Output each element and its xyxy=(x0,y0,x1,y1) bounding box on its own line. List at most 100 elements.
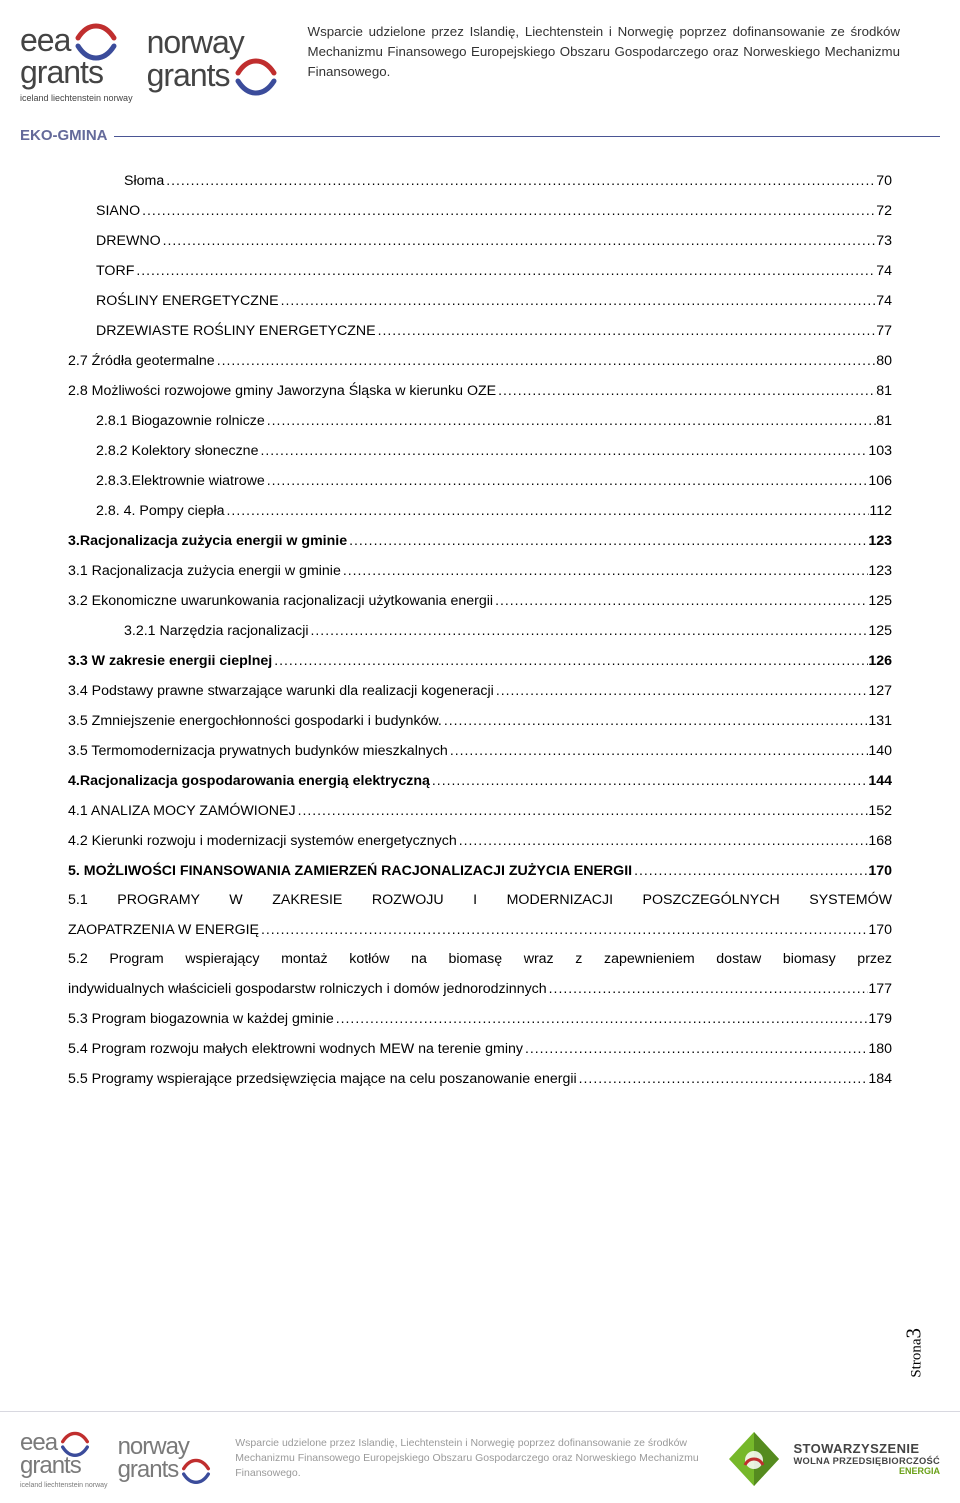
toc-page: 123 xyxy=(868,558,892,585)
toc-row: 3.Racjonalizacja zużycia energii w gmini… xyxy=(68,527,892,555)
swoosh-icon xyxy=(60,1428,90,1458)
grants-word-2: grants xyxy=(118,1456,179,1484)
toc-page: 184 xyxy=(868,1066,892,1093)
toc-dots xyxy=(309,617,869,644)
toc-page: 152 xyxy=(868,798,892,825)
swoosh-icon xyxy=(234,53,278,97)
logo-subtitle: iceland liechtenstein norway xyxy=(20,1482,108,1489)
toc-dots xyxy=(164,167,876,194)
toc-dots xyxy=(430,767,868,794)
toc-label: 3.5 Termomodernizacja prywatnych budynkó… xyxy=(68,738,448,765)
toc-dots xyxy=(140,197,876,224)
toc-page: 177 xyxy=(868,976,892,1003)
toc-label: 2.7 Źródła geotermalne xyxy=(68,348,215,375)
toc-dots xyxy=(457,827,869,854)
toc-row: Słoma 70 xyxy=(68,167,892,195)
toc-label: ROŚLINY ENERGETYCZNE xyxy=(68,288,279,315)
toc-label: 5.1 PROGRAMY W ZAKRESIE ROZWOJU I MODERN… xyxy=(68,887,892,914)
toc-page: 106 xyxy=(868,468,892,495)
logo-subtitle: iceland liechtenstein norway xyxy=(20,93,133,103)
toc-page: 170 xyxy=(868,917,892,944)
toc-row: DRZEWIASTE ROŚLINY ENERGETYCZNE 77 xyxy=(68,317,892,345)
toc-row: 4.Racjonalizacja gospodarowania energią … xyxy=(68,767,892,795)
toc-label: 3.Racjonalizacja zużycia energii w gmini… xyxy=(68,528,347,555)
toc-page: 103 xyxy=(868,438,892,465)
association-text: STOWARZYSZENIE WOLNA PRZEDSIĘBIORCZOŚĆ E… xyxy=(793,1441,940,1476)
toc-dots xyxy=(215,347,877,374)
swoosh-icon xyxy=(74,18,118,62)
toc-row: 2.8. 4. Pompy ciepła 112 xyxy=(68,497,892,525)
footer-funding-text: Wsparcie udzielone przez Islandię, Liech… xyxy=(235,1436,701,1482)
toc-page: 168 xyxy=(868,828,892,855)
grants-word-2: grants xyxy=(147,57,230,94)
toc-row: 2.8.3.Elektrownie wiatrowe 106 xyxy=(68,467,892,495)
toc-page: 125 xyxy=(868,588,892,615)
toc-dots xyxy=(494,677,868,704)
toc-page: 72 xyxy=(876,198,892,225)
toc-dots xyxy=(442,707,869,734)
footer-logos: eea grants iceland liechtenstein norway … xyxy=(20,1428,211,1489)
association-block: STOWARZYSZENIE WOLNA PRZEDSIĘBIORCZOŚĆ E… xyxy=(725,1430,940,1488)
norway-grants-logo: norway grants xyxy=(147,24,278,97)
toc-page: 125 xyxy=(868,618,892,645)
toc-dots xyxy=(225,497,870,524)
toc-label: 2.8.3.Elektrownie wiatrowe xyxy=(68,468,265,495)
toc-dots xyxy=(272,647,868,674)
toc-page: 131 xyxy=(868,708,892,735)
toc-dots xyxy=(448,737,869,764)
toc-label: 3.2 Ekonomiczne uwarunkowania racjonaliz… xyxy=(68,588,493,615)
association-icon xyxy=(725,1430,783,1488)
toc-row: 3.5 Zmniejszenie energochłonności gospod… xyxy=(68,707,892,735)
toc-dots xyxy=(632,857,868,884)
toc-page: 80 xyxy=(876,348,892,375)
toc-row: 4.1 ANALIZA MOCY ZAMÓWIONEJ 152 xyxy=(68,797,892,825)
toc-dots xyxy=(347,527,868,554)
page-num: 3 xyxy=(902,1328,926,1339)
toc-row: 3.2 Ekonomiczne uwarunkowania racjonaliz… xyxy=(68,587,892,615)
toc-label: 3.3 W zakresie energii cieplnej xyxy=(68,648,272,675)
toc-row: SIANO 72 xyxy=(68,197,892,225)
toc-dots xyxy=(493,587,868,614)
toc-label: SIANO xyxy=(68,198,140,225)
toc-label: Słoma xyxy=(68,168,164,195)
page-footer: eea grants iceland liechtenstein norway … xyxy=(0,1411,960,1503)
toc-row: 2.8.1 Biogazownie rolnicze 81 xyxy=(68,407,892,435)
toc-page: 81 xyxy=(876,408,892,435)
toc-dots xyxy=(296,797,869,824)
toc-row: 3.5 Termomodernizacja prywatnych budynkó… xyxy=(68,737,892,765)
toc-label: 4.Racjonalizacja gospodarowania energią … xyxy=(68,768,430,795)
page-header: eea grants iceland liechtenstein norway … xyxy=(0,0,960,103)
page-word: Strona xyxy=(909,1339,925,1378)
toc-label: 3.1 Racjonalizacja zużycia energii w gmi… xyxy=(68,558,341,585)
toc-row: 3.3 W zakresie energii cieplnej 126 xyxy=(68,647,892,675)
toc-label: 5.3 Program biogazownia w każdej gminie xyxy=(68,1006,334,1033)
page-number: Strona3 xyxy=(902,1328,927,1378)
toc-dots xyxy=(496,377,876,404)
assoc-line2: WOLNA PRZEDSIĘBIORCZOŚĆ xyxy=(793,1456,940,1466)
toc-page: 70 xyxy=(876,168,892,195)
assoc-line3: ENERGIA xyxy=(793,1466,940,1476)
assoc-line1: STOWARZYSZENIE xyxy=(793,1441,940,1456)
toc-row: 2.7 Źródła geotermalne 80 xyxy=(68,347,892,375)
toc-label: 5.5 Programy wspierające przedsięwzięcia… xyxy=(68,1066,577,1093)
toc-page: 123 xyxy=(868,528,892,555)
eea-grants-logo: eea grants iceland liechtenstein norway xyxy=(20,1428,108,1489)
toc-page: 179 xyxy=(868,1006,892,1033)
toc-page: 170 xyxy=(868,858,892,885)
toc-dots xyxy=(547,975,869,1002)
brand-rule xyxy=(110,136,940,137)
toc-label: 3.4 Podstawy prawne stwarzające warunki … xyxy=(68,678,494,705)
toc-row: 4.2 Kierunki rozwoju i modernizacji syst… xyxy=(68,827,892,855)
norway-grants-logo: norway grants xyxy=(118,1433,212,1485)
toc-label: 5.2 Program wspierający montaż kotłów na… xyxy=(68,946,892,973)
eea-grants-logo: eea grants iceland liechtenstein norway xyxy=(20,18,133,103)
toc-row: 3.4 Podstawy prawne stwarzające warunki … xyxy=(68,677,892,705)
toc-row: 3.2.1 Narzędzia racjonalizacji 125 xyxy=(68,617,892,645)
toc-dots xyxy=(334,1005,869,1032)
toc-row: 5.5 Programy wspierające przedsięwzięcia… xyxy=(68,1065,892,1093)
toc-row: 2.8 Możliwości rozwojowe gminy Jaworzyna… xyxy=(68,377,892,405)
eea-word: eea xyxy=(20,22,70,59)
toc-dots xyxy=(134,257,876,284)
toc-row: TORF 74 xyxy=(68,257,892,285)
toc-page: 144 xyxy=(868,768,892,795)
